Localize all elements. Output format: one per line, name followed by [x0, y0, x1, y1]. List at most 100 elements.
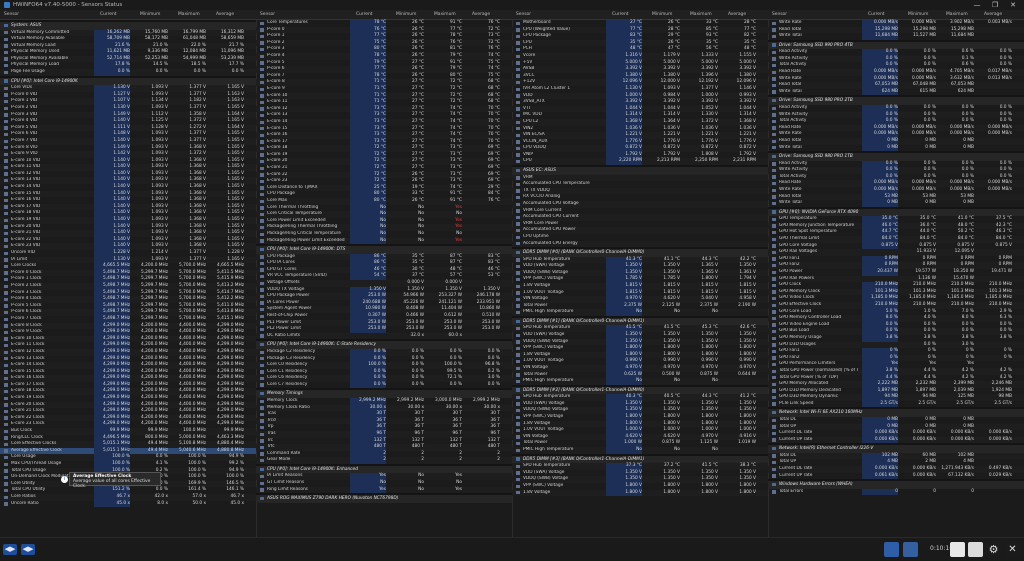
sensor-group-header[interactable]: Network: Intel(R) Ethernet Controller I2… — [768, 443, 1024, 453]
sensor-row[interactable]: VDD 1.000 V 0.984 V 1.000 V 0.993 V — [512, 92, 768, 100]
sensor-row[interactable]: P-core 1 Clock 5,498.7 MHz 5,299.7 MHz 5,70… — [0, 276, 256, 283]
sensor-row[interactable]: IMC VDD 1.314 V 1.314 V 1.330 V 1.314 V — [512, 112, 768, 119]
sensor-row[interactable]: P-core 2 75 °C 26 °C 76 °C 72 °C — [256, 39, 512, 47]
sensor-row[interactable]: Gear Mode 2 2 2 2 — [256, 457, 512, 464]
sensor-row[interactable]: IA Limit 1.130 V 1.093 V 1.377 V 1.165 V — [0, 256, 256, 264]
sensor-row[interactable]: Total Power 1.000 W 0.875 W 1.125 W 1.019 W — [512, 440, 768, 448]
sensor-row[interactable]: Total Power 2.375 W 2.125 W 2.375 W 2.190 W — [512, 302, 768, 310]
sensor-row[interactable]: Total UP 4 MB 2 MB 4 MB — [768, 459, 1024, 467]
sensor-row[interactable]: E-core 21 Clock 4,299.0 MHz 4,200.0 MHz 4,4… — [0, 408, 256, 415]
sensor-row[interactable]: Virtual Memory Available 58,709 MB 58,172 … — [0, 36, 256, 43]
sensor-row[interactable]: TX TX VDDQ — [512, 187, 768, 195]
sensor-row[interactable]: VPP (SWC) Voltage 1.785 V 1.785 V 1.800 V 1.… — [512, 276, 768, 283]
sensor-row[interactable]: GPU Memory Controller Load 8.0 % 4.0 % 8.0 … — [768, 315, 1024, 322]
sensor-row[interactable]: Write Rate 0.000 MB/s 0.000 MB/s 0.000 MB/s… — [768, 186, 1024, 194]
sensor-row[interactable]: E-core 23 VID 1.140 V 1.093 V 1.368 V 1.165 … — [0, 243, 256, 250]
sensor-row[interactable]: Core Thermal Throttling No No Yes — [256, 204, 512, 212]
nav-left-icon[interactable]: ◀▶ — [3, 544, 17, 555]
sensor-row[interactable]: P-core 0 76 °C 26 °C 77 °C 72 °C — [256, 26, 512, 34]
header-maximum[interactable]: Maximum — [946, 12, 968, 17]
sensor-row[interactable]: E-core 14 VID 1.140 V 1.093 V 1.368 V 1.165 … — [0, 184, 256, 191]
sensor-row[interactable]: Core C7 Residency 0.0 % 0.0 % 0.0 % 0.0 % — [256, 381, 512, 389]
sensor-row[interactable]: E-core 20 VID 1.140 V 1.093 V 1.368 V 1.165 … — [0, 223, 256, 231]
sensor-row[interactable]: GPU Temperature 35.0 °C 35.0 °C 41.0 °C 37.5… — [768, 216, 1024, 223]
sensor-row[interactable]: Core Max 80 °C 26 °C 91 °C 76 °C — [256, 198, 512, 205]
sensor-row[interactable]: Average Effective Clock 5,015.1 MHz 49.4 M… — [0, 447, 256, 455]
sensor-row[interactable]: Total UP 0 MB 0 MB 0 MB — [768, 423, 1024, 431]
sensor-row[interactable]: E-core 15 73 °C 27 °C 74 °C 70 °C — [256, 125, 512, 133]
sensor-row[interactable]: System Agent Power 10.980 W 8.408 W 11.404 … — [256, 306, 512, 314]
sensor-row[interactable]: Write Total 0 MB 0 MB 0 MB — [768, 200, 1024, 207]
sensor-row[interactable]: E-core 17 Clock 4,299.0 MHz 4,200.0 MHz 4,4… — [0, 381, 256, 389]
sensor-row[interactable]: AVSB 3.392 V 3.392 V 3.392 V 3.392 V — [512, 66, 768, 73]
header-maximum[interactable]: Maximum — [434, 12, 456, 17]
sensor-row[interactable]: SPD Hub Temperature 40.3 °C 40.5 °C 44.3 °C… — [512, 394, 768, 401]
sensor-row[interactable]: E-core 16 VID 1.140 V 1.093 V 1.368 V 1.165 … — [0, 197, 256, 204]
header-average[interactable]: Average — [728, 12, 747, 17]
sensor-row[interactable]: Package/Ring Thermal Throttling No No Yes — [256, 224, 512, 231]
sensor-row[interactable]: CPU GT Cores 46 °C 30 °C 48 °C 46 °C — [256, 266, 512, 274]
sensor-row[interactable]: Package C3 Residency 0.0 % 0.0 % 0.0 % 0.0 % — [256, 355, 512, 363]
sensor-row[interactable]: E-core 22 72 °C 26 °C 73 °C 69 °C — [256, 171, 512, 179]
sensor-row[interactable]: 3VCC 1.380 V 1.380 V 1.396 V 1.380 V — [512, 72, 768, 80]
sensor-row[interactable]: Voltage Offsets 0.000 V 0.000 V — [256, 280, 512, 287]
sensor-row[interactable]: VRM — [512, 174, 768, 182]
sensor-row[interactable]: PCH 48 °C 47 °C 56 °C 48 °C — [512, 46, 768, 53]
sensor-row[interactable]: Write Rate 0.000 MB/s 0.000 MB/s 0.000 MB/s… — [768, 131, 1024, 138]
header-minimum[interactable]: Minimum — [140, 12, 161, 17]
sensor-row[interactable]: Motherboard 27 °C 26 °C 33 °C 28 °C — [512, 20, 768, 27]
sensor-row[interactable]: GPU Fan2 0 % 0 % 0 % 0 % — [768, 354, 1024, 362]
header-minimum[interactable]: Minimum — [652, 12, 673, 17]
sensor-row[interactable]: E-core 22 Clock 4,299.0 MHz 4,200.0 MHz 4,4… — [0, 414, 256, 422]
sensor-row[interactable]: GT Limit Reasons No No No — [256, 480, 512, 487]
sensor-group-header[interactable]: Memory Timings — [256, 388, 512, 398]
sensor-row[interactable]: E-core 12 VID 1.140 V 1.093 V 1.368 V 1.165 … — [0, 170, 256, 178]
sensor-row[interactable]: P-core 7 Clock 5,498.7 MHz 5,299.7 MHz 5,70… — [0, 315, 256, 323]
sensor-row[interactable]: Physical Memory Load 17.8 % 14.5 % 18.5 % 17… — [0, 62, 256, 70]
sensor-row[interactable]: +12V 12.096 V 12.000 V 12.192 V 12.096 V — [512, 79, 768, 86]
sensor-group-header[interactable]: DDR5 DIMM [#3] (BANK 0/Controller1-Chann… — [512, 453, 768, 464]
sensor-row[interactable]: Accumulated CPU Power — [512, 227, 768, 234]
sensor-row[interactable]: OC Ratio Limits 32.0 x 60.0 x — [256, 332, 512, 340]
sensor-row[interactable]: GPU Memory Junction Temperature 46.0 °C 36… — [768, 222, 1024, 230]
sensor-row[interactable]: E-core 21 VID 1.140 V 1.093 V 1.368 V 1.165 … — [0, 230, 256, 237]
sensor-group-header[interactable]: DDR5 DIMM [#1] (BANK 0/Controller0-Chann… — [512, 315, 768, 326]
sensor-row[interactable]: GPU Hot Spot Temperature 44.7 °C 44.0 °C 50… — [768, 229, 1024, 237]
sensor-row[interactable]: SPD Hub Temperature 37.3 °C 37.2 °C 41.5 °C… — [512, 463, 768, 470]
sensor-row[interactable]: 1.0V VOUT Voltage 1.815 V 1.815 V 1.815 V 1.… — [512, 289, 768, 297]
sensor-row[interactable]: Total Errors 0 0 0 — [768, 488, 1024, 496]
sensor-row[interactable]: E-core 18 72 °C 27 °C 73 °C 69 °C — [256, 145, 512, 152]
sensor-row[interactable]: IA Limit Reasons Yes No Yes — [256, 473, 512, 480]
sensor-row[interactable]: VNIP 1.792 V 1.792 V 1.808 V 1.792 V — [512, 151, 768, 159]
sensor-row[interactable]: Total DL 0 MB 0 MB 0 MB — [768, 416, 1024, 424]
sensor-row[interactable]: E-core 8 71 °C 27 °C 72 °C 68 °C — [256, 79, 512, 86]
sensor-row[interactable]: Ring Limit Reasons Yes No Yes — [256, 486, 512, 494]
sensor-row[interactable]: Write Total 11,684 MB 11,527 MB 11,684 MB — [768, 33, 1024, 40]
header-minimum[interactable]: Minimum — [396, 12, 417, 17]
sensor-row[interactable]: CPU VDDQ 0.872 V 0.872 V 0.872 V 0.872 V — [512, 145, 768, 152]
sensor-row[interactable]: Read Rate 0.000 MB/s 0.000 MB/s 0.000 MB/s 0… — [768, 124, 1024, 132]
sensor-row[interactable]: Page File Usage 0.0 % 0.0 % 0.0 % 0.0 % — [0, 69, 256, 76]
sensor-row[interactable]: E-core 9 Clock 4,299.0 MHz 4,200.0 MHz 4,40… — [0, 329, 256, 336]
sensor-row[interactable]: PMIC High Temperature No No No — [512, 447, 768, 454]
sensor-row[interactable]: Total Activity 0.0 % 0.0 % 0.0 % 0.0 % — [768, 173, 1024, 181]
close-button[interactable]: ✕ — [1010, 1, 1016, 9]
sensor-group-header[interactable]: DDR5 DIMM [#2] (BANK 0/Controller1-Chann… — [512, 384, 768, 395]
sensor-row[interactable]: CPU Package Power 253.0 W 54.966 W 253.327 … — [256, 293, 512, 300]
sensor-row[interactable]: VIN Voltage 4.970 V 4.970 V 4.970 V 4.970 V — [512, 365, 768, 372]
sensor-row[interactable]: E-core 9 71 °C 27 °C 72 °C 68 °C — [256, 85, 512, 93]
sensor-group-header[interactable]: System: ASUS — [0, 20, 256, 30]
sensor-row[interactable]: PL2 Power Limit 253.0 W 253.0 W 253.0 W 253.… — [256, 326, 512, 333]
sensor-row[interactable]: GPU D3D Usages 0.0 % 3.0 % — [768, 341, 1024, 349]
sensor-row[interactable]: E-core 17 VID 1.140 V 1.093 V 1.368 V 1.165 … — [0, 203, 256, 211]
sensor-row[interactable]: SPD Hub Temperature 41.3 °C 41.1 °C 44.3 °C… — [512, 256, 768, 264]
sensor-row[interactable]: VRM Core Power — [512, 221, 768, 228]
sensor-row[interactable]: GPU Bus Load 0.0 % 0.0 % 0.0 % 0.0 % — [768, 328, 1024, 335]
sensor-row[interactable]: CPU Package 86 °C 35 °C 87 °C 83 °C — [256, 253, 512, 261]
sensor-row[interactable]: E-core 16 Clock 4,299.0 MHz 4,200.0 MHz 4,4… — [0, 375, 256, 382]
sensor-row[interactable]: VDD (SWA) Voltage 1.350 V 1.350 V 1.350 V 1.… — [512, 469, 768, 477]
sensor-row[interactable]: E-core 14 73 °C 27 °C 74 °C 70 °C — [256, 118, 512, 126]
header-average[interactable]: Average — [216, 12, 235, 17]
sensor-row[interactable]: CPU Package 80 °C 33 °C 91 °C 84 °C — [256, 191, 512, 199]
